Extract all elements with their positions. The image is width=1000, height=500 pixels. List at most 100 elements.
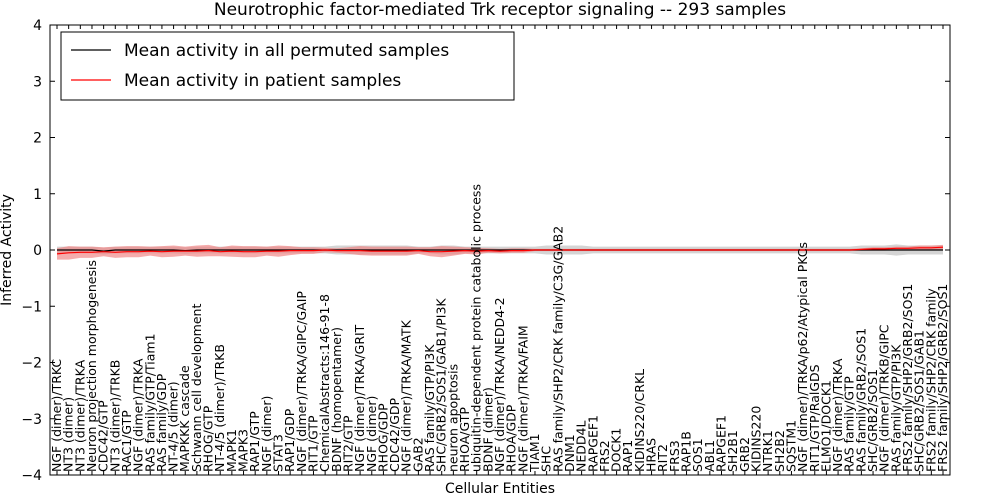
category-label: FRS2	[597, 440, 612, 472]
y-ticks: −4 −3 −2 −1 0 1 2 3 4	[21, 18, 950, 484]
y-tick-label: 3	[33, 74, 42, 90]
x-axis-label: Cellular Entities	[445, 481, 555, 497]
y-tick-label: 1	[33, 187, 42, 203]
category-label: RAP1/GDP	[282, 408, 297, 472]
category-label: SHC	[539, 446, 554, 472]
category-label: STAT3	[271, 434, 286, 472]
category-label: MAPK3	[236, 429, 251, 472]
x-ticks	[56, 25, 944, 475]
category-label: NGF (dimer)/TRKC	[49, 359, 64, 472]
category-label: RAPGEF1	[585, 415, 600, 472]
y-tick-label: −2	[21, 356, 42, 372]
category-label: RHOG/GDP	[375, 403, 390, 472]
category-label: SH2B2	[772, 430, 787, 472]
category-label: RAP1B	[679, 431, 694, 472]
category-label: ABL1	[702, 440, 717, 472]
category-label: SHC/GRB2/SOS1/GAB1	[912, 330, 927, 472]
category-label: NT3 (dimer)	[61, 397, 76, 472]
category-label: DNM1	[562, 434, 577, 472]
category-label: DOCK1	[609, 428, 624, 472]
y-tick-label: 2	[33, 131, 42, 147]
category-label: FRS3	[667, 440, 682, 472]
category-label: KIDINS220	[748, 406, 763, 472]
category-label: RAS family/SHP2/CRK family/C3G/GAB2	[550, 226, 565, 472]
category-label: NT3 (dimer)/TRKA	[72, 359, 87, 472]
category-label: ELMO1/DOCK1	[818, 380, 833, 472]
category-label: ChemicalAbstracts:146-91-8	[317, 294, 332, 472]
category-label: RAS family/GTP/PI3K	[422, 344, 437, 472]
category-label: GAB2	[410, 437, 425, 472]
category-label: NGF (dimer)/TRKA/NEDD4-2	[492, 297, 507, 472]
category-label: BDNF (homopentamer)	[329, 327, 344, 472]
category-label: RHOG/GTP	[201, 405, 216, 472]
category-label: SOS1	[690, 438, 705, 472]
category-label: ubiquitin-dependent protein catabolic pr…	[469, 184, 484, 472]
y-axis-label: Inferred Activity	[0, 194, 15, 306]
category-label: RIT2	[655, 444, 670, 472]
category-label: NGF (dimer)/TRKA	[131, 358, 146, 472]
category-label: RAS family/GTP	[842, 376, 857, 472]
lines	[56, 246, 944, 255]
legend: Mean activity in all permuted samples Me…	[60, 31, 515, 101]
category-label: NGF (dimer)/TRKA	[830, 358, 845, 472]
category-label: NGF (dimer)	[259, 396, 274, 472]
category-label: RAP1/GTP	[247, 411, 262, 472]
category-label: Neuron projection morphogenesis	[84, 260, 99, 472]
category-label: MAPKKK cascade	[177, 365, 192, 472]
category-label: HRAS	[644, 438, 659, 472]
category-label: NT-4/5 (dimer)/TRKB	[212, 344, 227, 472]
category-label: SH2B1	[725, 430, 740, 472]
category-label: RAC1/GTP	[119, 410, 134, 472]
category-label: RAS family/GRB2/SOS1	[853, 328, 868, 472]
y-tick-label: −4	[21, 468, 42, 484]
category-label: RAP1	[620, 440, 635, 472]
line-patient	[56, 246, 944, 255]
category-label: NGF (dimer)/TRKA/GRIT	[352, 324, 367, 472]
y-tick-label: −3	[21, 412, 42, 428]
category-label: NEDD4L	[574, 421, 589, 472]
y-tick-label: −1	[21, 299, 42, 315]
category-label: SHC/GRB2/SOS1/GAB1/PI3K	[434, 298, 449, 472]
legend-label-patient: Mean activity in patient samples	[124, 71, 401, 91]
category-label: neuron apoptosis	[445, 364, 460, 472]
category-label: RHOA/GTP	[457, 407, 472, 472]
category-label: FRS2 family/SHP2/GRB2/SOS1	[935, 284, 950, 472]
category-label: RIT2/GTP	[340, 415, 355, 472]
category-label: BDNF (dimer)	[480, 387, 495, 472]
category-label: NGF (dimer)/TRKA/FAIM	[515, 325, 530, 472]
category-label: NGF (dimer)/TRKA/p62/Atypical PKCs	[795, 242, 810, 472]
band-patient	[57, 244, 943, 260]
category-label: SHC/GRB2/SOS1	[865, 369, 880, 472]
category-label: RAS family/GTP/PI3K	[888, 344, 903, 472]
category-label: SQSTM1	[783, 420, 798, 472]
category-label: RIT1/GTP/RalGDS	[807, 364, 822, 472]
category-label: TIAM1	[527, 433, 542, 473]
y-tick-label: 4	[33, 18, 42, 34]
category-label: NGF (dimer)/TRKB/GIPC	[877, 324, 892, 472]
category-label: NTRK1	[760, 430, 775, 472]
category-label: NGF (dimer)/TRKA/MATK	[399, 319, 414, 472]
category-label: CDC42/GDP	[387, 397, 402, 472]
category-label: Schwann cell development	[189, 304, 204, 472]
category-label: NT3 (dimer)/TRKB	[107, 360, 122, 472]
category-label: MAPK1	[224, 429, 239, 472]
category-label: RIT1/GTP	[305, 415, 320, 472]
category-label: FRS2 family/SHP2/CRK family	[923, 288, 938, 472]
legend-box	[60, 31, 515, 101]
legend-label-permuted: Mean activity in all permuted samples	[124, 41, 449, 61]
chart-title: Neurotrophic factor-mediated Trk recepto…	[214, 0, 786, 20]
category-label: CDC42/GTP	[96, 400, 111, 472]
category-label: NGF (dimer)/TRKA/GIPC/GAIP	[294, 291, 309, 472]
category-label: KIDINS220/CRKL	[632, 369, 647, 472]
category-label: RHOA/GDP	[504, 404, 519, 472]
category-label: FRS2 family/SHP2/GRB2/SOS1	[900, 284, 915, 472]
category-label: GRB2	[737, 437, 752, 472]
category-label: RAPGEF1	[714, 415, 729, 472]
category-label: NGF (dimer)	[364, 396, 379, 472]
category-label: NT-4/5 (dimer)	[166, 381, 181, 472]
y-tick-label: 0	[33, 243, 42, 259]
category-label: RAS family/GDP	[154, 373, 169, 472]
